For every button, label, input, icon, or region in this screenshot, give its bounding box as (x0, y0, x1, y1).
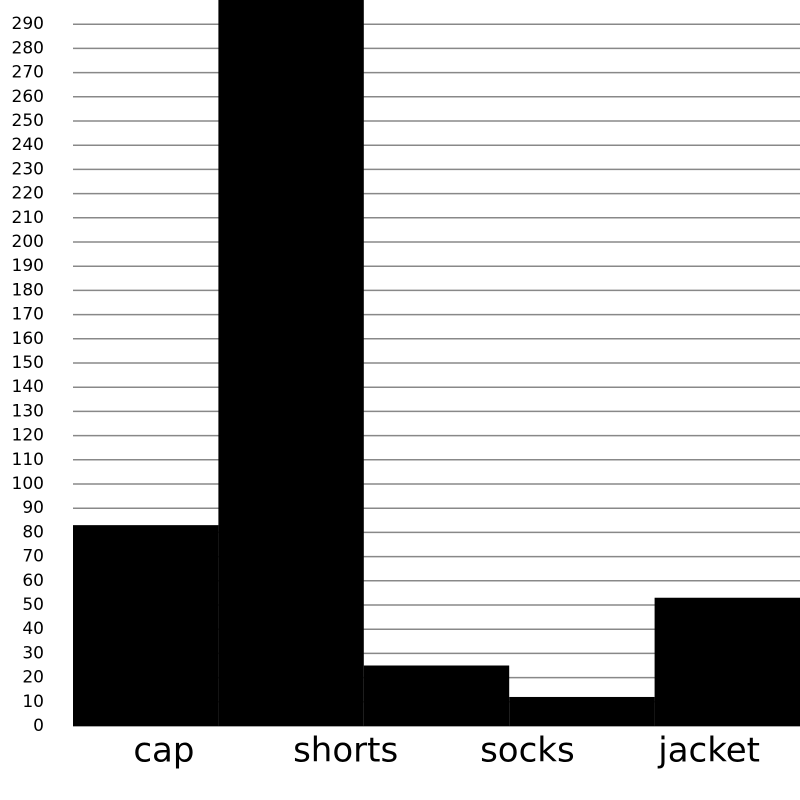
y-tick-label: 200 (12, 232, 44, 252)
y-tick-label: 20 (22, 668, 44, 688)
y-tick-label: 30 (22, 643, 44, 663)
bar (363, 665, 510, 726)
y-tick-label: 80 (22, 522, 44, 542)
y-tick-label: 210 (12, 208, 44, 228)
x-tick-label: socks (480, 731, 575, 771)
y-tick-label: 220 (12, 184, 44, 204)
bar (218, 0, 364, 726)
bar (654, 597, 800, 726)
y-tick-label: 50 (22, 595, 44, 615)
y-tick-label: 250 (12, 111, 44, 131)
y-tick-label: 90 (22, 498, 44, 518)
y-tick-label: 40 (22, 619, 44, 639)
y-tick-label: 290 (12, 14, 44, 34)
x-tick-label: shorts (293, 731, 398, 771)
y-tick-label: 260 (12, 87, 44, 107)
y-tick-label: 230 (12, 159, 44, 179)
bar (509, 696, 655, 726)
y-tick-label: 10 (22, 692, 44, 712)
y-tick-label: 60 (22, 571, 44, 591)
y-tick-label: 120 (12, 426, 44, 446)
x-tick-label: jacket (657, 731, 760, 771)
y-tick-label: 270 (12, 63, 44, 83)
y-tick-label: 150 (12, 353, 44, 373)
y-tick-label: 100 (12, 474, 44, 494)
y-tick-label: 170 (12, 305, 44, 325)
y-tick-label: 0 (33, 716, 44, 736)
bar (73, 525, 219, 726)
y-tick-label: 280 (12, 38, 44, 58)
y-tick-label: 70 (22, 547, 44, 567)
y-tick-label: 130 (12, 401, 44, 421)
x-tick-label: cap (133, 731, 194, 771)
y-tick-label: 140 (12, 377, 44, 397)
y-tick-label: 160 (12, 329, 44, 349)
y-tick-label: 110 (12, 450, 44, 470)
y-tick-label: 190 (12, 256, 44, 276)
y-tick-label: 240 (12, 135, 44, 155)
y-tick-label: 180 (12, 280, 44, 300)
